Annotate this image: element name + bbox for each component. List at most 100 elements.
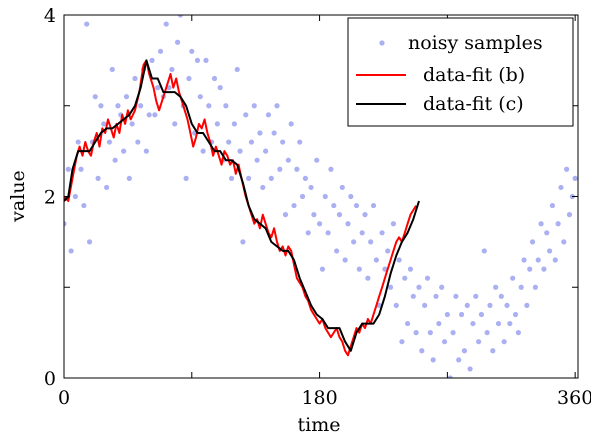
scatter-point-173 bbox=[555, 221, 561, 227]
scatter-point-69 bbox=[260, 184, 266, 191]
scatter-point-63 bbox=[243, 112, 249, 118]
scatter-point-118 bbox=[399, 339, 405, 345]
scatter-point-87 bbox=[311, 212, 317, 218]
scatter-point-155 bbox=[504, 302, 510, 308]
scatter-point-53 bbox=[214, 121, 220, 127]
scatter-point-142 bbox=[467, 366, 473, 372]
scatter-point-54 bbox=[217, 85, 223, 91]
scatter-point-113 bbox=[385, 248, 391, 254]
scatter-point-47 bbox=[197, 94, 203, 100]
scatter-point-133 bbox=[441, 339, 448, 345]
scatter-point-6 bbox=[81, 202, 87, 209]
legend-label-data-fit-c: data-fit (c) bbox=[423, 93, 524, 115]
scatter-point-76 bbox=[280, 139, 286, 145]
scatter-point-1 bbox=[65, 166, 71, 172]
scatter-point-3 bbox=[72, 193, 78, 200]
scatter-point-179 bbox=[572, 175, 578, 181]
scatter-point-50 bbox=[206, 103, 212, 109]
scatter-point-97 bbox=[339, 184, 345, 191]
scatter-point-141 bbox=[464, 302, 470, 308]
scatter-point-153 bbox=[498, 293, 504, 299]
scatter-point-98 bbox=[342, 257, 348, 263]
scatter-point-150 bbox=[490, 348, 496, 354]
scatter-point-147 bbox=[481, 248, 487, 254]
scatter-point-40 bbox=[177, 15, 184, 18]
scatter-point-24 bbox=[132, 75, 138, 82]
x-tick-label-0: 0 bbox=[58, 387, 70, 409]
scatter-point-8 bbox=[86, 239, 93, 245]
x-tick-label-2: 360 bbox=[557, 387, 591, 409]
scatter-point-85 bbox=[305, 230, 311, 236]
scatter-layer bbox=[64, 15, 578, 378]
scatter-point-10 bbox=[92, 94, 98, 100]
scatter-point-78 bbox=[285, 157, 291, 163]
scatter-point-110 bbox=[376, 302, 382, 308]
scatter-point-154 bbox=[501, 339, 507, 345]
scatter-point-161 bbox=[521, 257, 527, 263]
scatter-point-64 bbox=[245, 175, 252, 181]
scatter-point-140 bbox=[461, 348, 468, 354]
scatter-point-84 bbox=[302, 175, 308, 181]
scatter-point-28 bbox=[143, 148, 149, 154]
scatter-point-42 bbox=[183, 175, 189, 181]
scatter-point-75 bbox=[277, 166, 283, 172]
scatter-point-149 bbox=[487, 302, 493, 308]
legend: noisy samples data-fit (b) data-fit (c) bbox=[347, 17, 574, 127]
scatter-point-80 bbox=[291, 202, 297, 209]
scatter-point-15 bbox=[106, 139, 113, 145]
scatter-point-131 bbox=[436, 320, 442, 327]
scatter-point-104 bbox=[359, 230, 365, 236]
scatter-point-151 bbox=[493, 284, 499, 290]
scatter-point-102 bbox=[353, 202, 360, 209]
scatter-point-170 bbox=[547, 248, 553, 254]
scatter-point-168 bbox=[541, 266, 547, 272]
scatter-point-70 bbox=[263, 148, 269, 154]
scatter-point-136 bbox=[450, 330, 456, 336]
scatter-point-31 bbox=[152, 112, 158, 118]
scatter-point-99 bbox=[345, 221, 351, 227]
scatter-point-88 bbox=[314, 157, 320, 163]
scatter-point-93 bbox=[328, 166, 334, 172]
scatter-point-156 bbox=[507, 320, 513, 327]
scatter-point-144 bbox=[473, 293, 479, 299]
scatter-point-167 bbox=[538, 221, 544, 227]
scatter-point-13 bbox=[101, 121, 107, 127]
scatter-point-111 bbox=[379, 230, 385, 236]
scatter-point-101 bbox=[351, 239, 357, 245]
scatter-point-166 bbox=[535, 257, 541, 263]
scatter-point-157 bbox=[510, 275, 516, 281]
scatter-point-26 bbox=[138, 103, 144, 109]
y-tick-label-1: 2 bbox=[44, 187, 56, 209]
scatter-point-92 bbox=[325, 230, 331, 236]
scatter-point-71 bbox=[265, 112, 272, 118]
scatter-point-123 bbox=[413, 330, 419, 336]
y-tick-label-0: 0 bbox=[44, 368, 56, 390]
scatter-point-122 bbox=[410, 293, 416, 299]
scatter-point-119 bbox=[402, 275, 408, 281]
scatter-point-159 bbox=[515, 330, 521, 336]
scatter-point-5 bbox=[78, 166, 84, 172]
scatter-point-116 bbox=[393, 302, 399, 308]
scatter-point-176 bbox=[564, 166, 570, 172]
scatter-point-103 bbox=[356, 266, 362, 272]
scatter-point-65 bbox=[248, 139, 255, 145]
scatter-point-137 bbox=[453, 293, 459, 299]
scatter-point-107 bbox=[368, 239, 374, 245]
scatter-point-67 bbox=[254, 157, 260, 163]
scatter-point-60 bbox=[234, 66, 240, 73]
scatter-point-58 bbox=[228, 175, 235, 181]
scatter-point-165 bbox=[532, 284, 539, 290]
scatter-point-158 bbox=[512, 311, 519, 318]
scatter-point-33 bbox=[157, 48, 164, 54]
scatter-point-83 bbox=[299, 193, 306, 200]
scatter-point-169 bbox=[544, 230, 550, 236]
scatter-point-115 bbox=[390, 221, 397, 227]
scatter-point-152 bbox=[495, 320, 502, 327]
scatter-point-171 bbox=[549, 202, 556, 209]
scatter-point-81 bbox=[294, 166, 300, 172]
scatter-point-91 bbox=[322, 193, 328, 200]
scatter-point-121 bbox=[407, 266, 414, 272]
scatter-point-162 bbox=[524, 302, 530, 308]
scatter-point-126 bbox=[422, 302, 428, 308]
scatter-point-73 bbox=[271, 130, 277, 136]
